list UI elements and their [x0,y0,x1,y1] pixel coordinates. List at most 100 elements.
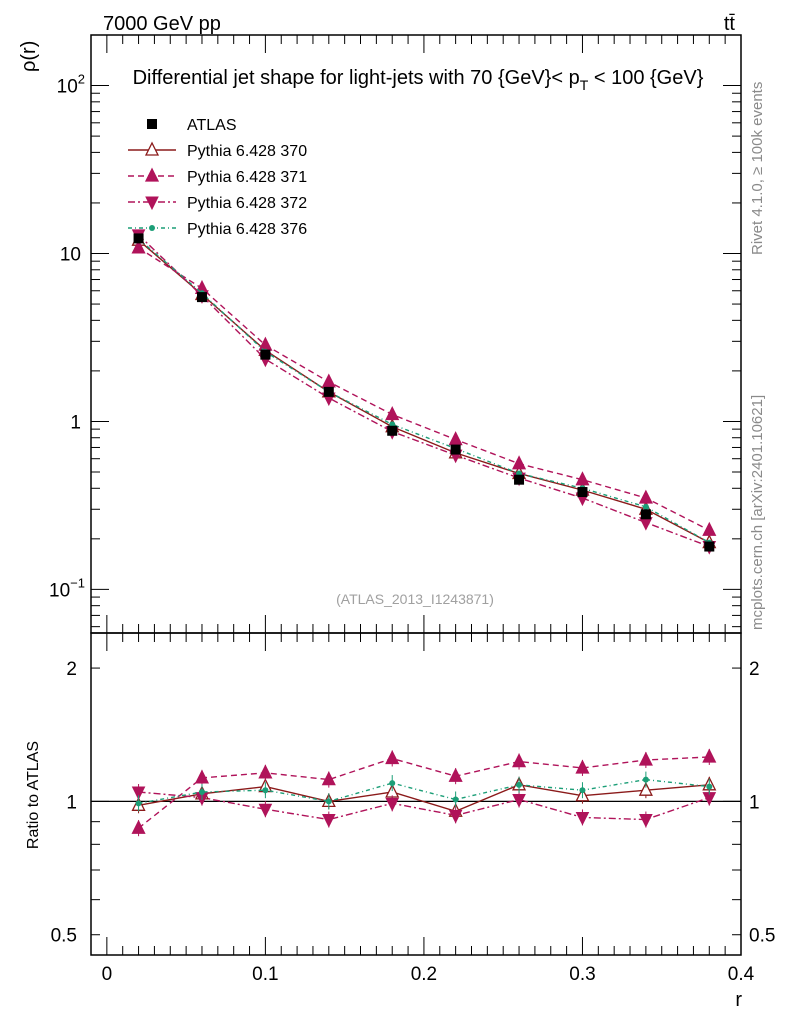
ratio-data-point [131,819,146,834]
top-data-point [575,471,590,486]
header-left-label: 7000 GeV pp [103,13,221,35]
legend-label: Pythia 6.428 370 [187,143,307,160]
ratio-data-point [258,764,273,779]
top-data-point [385,406,400,421]
ratio-data-point [198,789,205,796]
ratio-series-line [138,778,710,805]
ratio-data-point [638,781,653,796]
ratio-data-point [385,797,400,812]
ratio-y-tick-label-right: 1 [749,792,760,813]
ratio-data-point [321,814,336,828]
legend-marker [145,196,159,211]
ratio-data-point [575,759,590,774]
legend-label: Pythia 6.428 376 [187,221,307,238]
ratio-data-point [639,814,653,828]
top-data-point [642,503,649,510]
ratio-y-tick-label-right: 2 [749,659,760,680]
top-data-point [702,521,717,536]
ratio-data-point [642,776,649,783]
ratio-data-point [579,787,586,794]
main-title-subscript: T [580,77,589,93]
mcplots-label: mcplots.cern.ch [arXiv:2401.10621] [749,395,766,630]
ratio-y-tick-label-left: 2 [66,659,77,680]
ratio-data-point [702,748,717,763]
main-title-part2: < 100 {GeV} [588,67,703,89]
top-atlas-data-point [323,386,334,397]
ratio-data-point [258,803,273,818]
top-data-point [511,455,527,470]
ratio-data-point [131,786,146,801]
x-axis-label: r [735,989,742,1011]
top-data-point [258,336,273,351]
top-y-tick-label: 10 [60,245,81,266]
ratio-y-tick-label-left: 1 [66,792,77,813]
main-title-part1: Differential jet shape for light-jets wi… [133,67,580,89]
legend-label: Pythia 6.428 372 [187,195,307,212]
ratio-data-point [448,767,463,782]
top-y-tick-label: 10−1 [49,575,85,601]
top-series-line [138,234,710,548]
top-y-tick-exponent: −1 [70,575,85,590]
top-atlas-data-point [196,292,207,303]
top-series-line [138,247,710,531]
top-atlas-data-point [640,509,651,520]
top-data-point [321,373,336,388]
top-series-line [138,239,710,544]
x-tick-label: 0 [102,964,113,985]
ratio-data-point [325,798,332,805]
top-atlas-data-point [133,233,144,244]
rivet-version-label: Rivet 4.1.0, ≥ 100k events [749,82,766,255]
x-tick-label: 0.1 [252,964,278,985]
ratio-series-line [138,791,710,821]
ratio-data-point [448,809,463,824]
ratio-y-tick-label-left: 0.5 [51,926,77,947]
ratio-data-point [389,780,396,787]
ratio-data-point [321,771,336,786]
header-right-label: tt̄ [724,13,736,35]
legend-marker [144,141,160,156]
top-atlas-data-point [450,444,461,455]
ratio-data-point [512,793,526,808]
ratio-data-point [194,769,210,784]
top-y-tick-label: 1 [70,412,81,433]
top-atlas-data-point [514,474,525,485]
legend-label: ATLAS [187,117,237,134]
legend-marker [147,119,157,129]
top-y-tick-exponent: 2 [78,72,85,87]
ratio-data-point [511,753,527,768]
top-atlas-data-point [260,349,271,360]
ratio-data-point [135,800,142,807]
ratio-data-point [452,796,459,803]
legend-marker [144,167,160,182]
top-data-point [639,517,653,531]
ratio-data-point [706,783,713,790]
top-series-line [138,238,710,544]
top-atlas-data-point [387,425,398,436]
ratio-data-point [262,787,269,794]
main-title: Differential jet shape for light-jets wi… [133,67,704,93]
ratio-data-point [385,750,400,765]
ratio-y-axis-label: Ratio to ATLAS [25,741,42,849]
reference-watermark: (ATLAS_2013_I1243871) [336,591,494,607]
x-tick-label: 0.4 [728,964,755,985]
legend-label: Pythia 6.428 371 [187,169,307,186]
legend-marker [149,225,155,231]
top-atlas-data-point [704,541,715,552]
top-y-axis-label: ρ(r) [18,41,40,72]
ratio-data-point [516,781,523,788]
x-tick-label: 0.2 [411,964,437,985]
ratio-series-line [138,784,710,813]
top-y-tick-label: 102 [57,72,85,98]
top-data-point [448,431,463,446]
x-tick-label: 0.3 [569,964,595,985]
ratio-series-line [138,756,710,829]
top-data-point [638,489,653,504]
ratio-data-point [638,751,653,766]
ratio-plot-frame [90,632,742,956]
top-atlas-data-point [577,487,588,498]
top-data-point [131,239,146,254]
ratio-data-point [575,811,590,826]
ratio-y-tick-label-right: 0.5 [749,926,775,947]
